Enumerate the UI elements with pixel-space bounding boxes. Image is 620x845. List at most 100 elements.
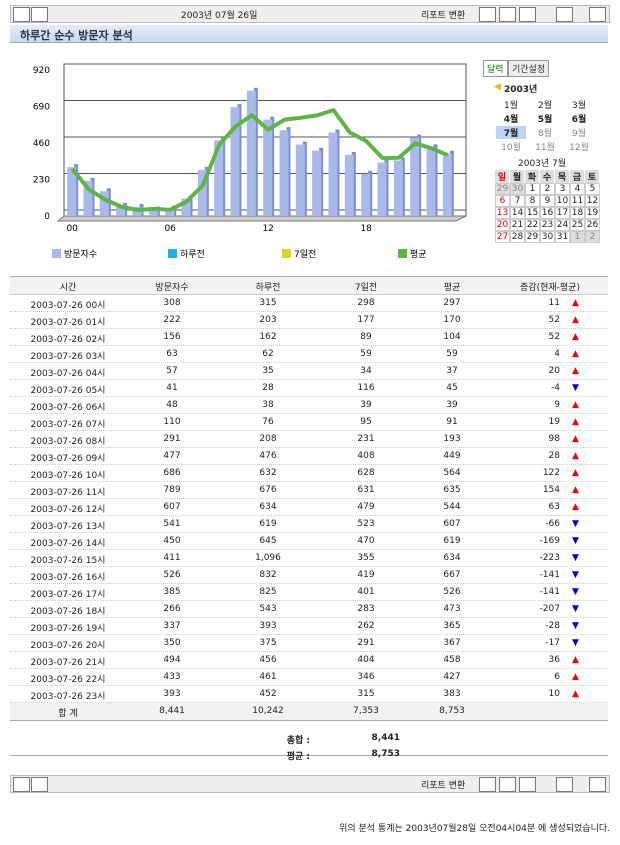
cell: 2003-07-26 04시	[30, 369, 106, 379]
cell: 1,096	[255, 553, 281, 563]
icon[interactable]	[479, 777, 496, 792]
trend-arrow: ▼	[572, 587, 579, 597]
cell: 634	[259, 502, 277, 512]
weekday: 월	[510, 170, 524, 183]
report[interactable]: 리포트 변환	[421, 11, 466, 21]
row-line	[10, 549, 608, 550]
trend-arrow: ▲	[572, 468, 579, 478]
cell: 89	[360, 332, 372, 342]
day: 24	[555, 219, 570, 231]
cell: 2003-07-26 19시	[30, 624, 106, 634]
row-line	[10, 464, 608, 465]
print[interactable]	[556, 7, 573, 22]
prev-button[interactable]	[13, 7, 30, 22]
trend-arrow: ▲	[572, 298, 579, 308]
row-line	[10, 515, 608, 516]
cell: 283	[357, 604, 375, 614]
y-tick-label: 0	[44, 212, 50, 222]
legend-swatch	[398, 249, 407, 258]
bar	[148, 209, 158, 216]
cell: 222	[163, 315, 181, 325]
cell: 404	[357, 655, 375, 665]
summary-label: 평균 :	[286, 752, 310, 762]
help[interactable]	[589, 777, 606, 792]
help[interactable]	[589, 7, 606, 22]
cell: 11	[548, 298, 560, 308]
cell: 2003-07-26 17시	[30, 590, 106, 600]
cell: 2003-07-26 16시	[30, 573, 106, 583]
y-tick-label: 460	[33, 139, 50, 149]
total-cell: 합 계	[58, 709, 78, 719]
cell: 2003-07-26 22시	[30, 675, 106, 685]
trend-arrow: ▲	[572, 655, 579, 665]
cell: 98	[548, 434, 560, 444]
trend-arrow: ▲	[572, 400, 579, 410]
cell: 346	[357, 672, 375, 682]
cell: 2003-07-26 14시	[30, 539, 106, 549]
cell: 634	[443, 553, 461, 563]
icon[interactable]	[479, 7, 496, 22]
legend-swatch	[168, 249, 177, 258]
bar	[393, 160, 403, 216]
report[interactable]: 리포트 변환	[421, 781, 466, 791]
cell: 2003-07-26 21시	[30, 658, 106, 668]
weekday: 일	[495, 170, 509, 183]
cell: 48	[166, 400, 178, 410]
trend-arrow: ▼	[572, 383, 579, 393]
cell: 2003-07-26 06시	[30, 403, 106, 413]
cell: 193	[443, 434, 461, 444]
icon[interactable]	[519, 7, 536, 22]
cell: 543	[259, 604, 277, 614]
cell: 2003-07-26 18시	[30, 607, 106, 617]
weekday: 화	[525, 170, 539, 183]
row-line	[10, 685, 608, 686]
next-button[interactable]	[31, 7, 48, 22]
day: 23	[540, 219, 555, 231]
row-line	[10, 498, 608, 499]
cell: 2003-07-26 01시	[30, 318, 106, 328]
row-line	[10, 430, 608, 431]
cell: -207	[539, 604, 560, 614]
cell: 208	[259, 434, 277, 444]
bar	[344, 154, 354, 216]
cell: 635	[443, 485, 461, 495]
cell: 2003-07-26 07시	[30, 420, 106, 430]
month: 12월	[569, 143, 589, 153]
trend-arrow: ▲	[572, 332, 579, 342]
row-line	[10, 413, 608, 414]
next-button[interactable]	[31, 777, 48, 792]
cell: 36	[548, 655, 560, 665]
trend-arrow: ▼	[572, 536, 579, 546]
legend-label: 7일전	[294, 249, 316, 260]
year: 2003년	[504, 85, 538, 95]
cell: 91	[446, 417, 458, 427]
cell: 10	[548, 689, 560, 699]
day: 13	[495, 207, 510, 219]
trend-arrow: ▼	[572, 638, 579, 648]
cell: 59	[446, 349, 458, 359]
day: 25	[570, 219, 585, 231]
cell: 37	[446, 366, 458, 376]
row-line	[10, 362, 608, 363]
cell: 2003-07-26 11시	[30, 488, 106, 498]
cell: 686	[163, 468, 181, 478]
cell: 28	[262, 383, 274, 393]
icon[interactable]	[499, 777, 516, 792]
day: 20	[495, 219, 510, 231]
cell: 177	[357, 315, 375, 325]
cell: 832	[259, 570, 277, 580]
cell: 2003-07-26 10시	[30, 471, 106, 481]
prev-button[interactable]	[13, 777, 30, 792]
trend-arrow: ▲	[572, 349, 579, 359]
cell: 6	[554, 672, 560, 682]
print[interactable]	[556, 777, 573, 792]
cell: 315	[259, 298, 277, 308]
y-tick-label: 230	[33, 176, 50, 186]
bar	[246, 90, 256, 216]
cell: 419	[357, 570, 375, 580]
icon[interactable]	[499, 7, 516, 22]
day: 4	[570, 183, 585, 195]
cell: 470	[357, 536, 375, 546]
icon[interactable]	[519, 777, 536, 792]
cell: 676	[259, 485, 277, 495]
